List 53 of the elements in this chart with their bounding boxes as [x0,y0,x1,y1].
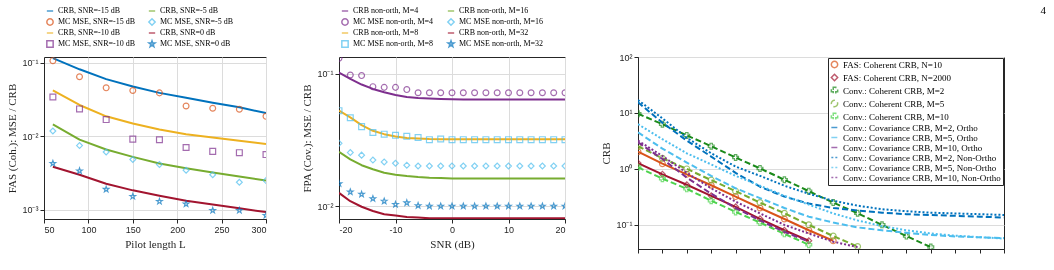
legend-label: MC MSE, SNR=-5 dB [160,17,233,26]
legend-label: MC MSE non-orth, M=8 [353,39,434,48]
legend-label: Conv.: Covariance CRB, M=5, Non-Ortho [843,162,997,173]
x-tick-label: 10 [503,224,515,235]
legend-label: MC MSE non-orth, M=4 [353,17,434,26]
legend-label: Conv.: Coherent CRB, M=2 [843,85,945,96]
x-tick-label: 100 [81,224,97,235]
x-tick-label: 0 [449,224,456,235]
legend-label: CRB non-orth, M=8 [353,28,419,37]
x-axis-title: SNR (dB) [430,237,475,251]
x-tick-label: 250 [214,224,230,235]
y-tick-label: 10⁰ [619,164,633,175]
legend-label: MC MSE, SNR=0 dB [160,39,231,48]
legend-label: CRB, SNR=-5 dB [160,6,219,15]
legend-label: MC MSE non-orth, M=16 [459,17,544,26]
legend-label: Conv.: Covariance CRB, M=10, Ortho [843,142,983,153]
x-tick-label: 200 [170,224,186,235]
legend-label: FAS: Coherent CRB, N=2000 [843,72,952,83]
legend-label: Conv.: Covariance CRB, M=10, Non-Ortho [843,172,1002,183]
legend-label: Conv.: Coherent CRB, M=5 [843,98,945,109]
legend-label: FAS: Coherent CRB, N=10 [843,59,943,70]
text: 4 [1040,4,1046,16]
y-tick-label: 10¹ [619,108,633,119]
legend-label: Conv.: Covariance CRB, M=2, Non-Ortho [843,152,997,163]
y-tick-label: 10⁻¹ [317,69,334,80]
legend-label: CRB non-orth, M=32 [459,28,529,37]
y-tick-label: 10⁻² [22,131,39,142]
y-tick-label: 10⁻¹ [616,220,633,231]
legend-label: Conv.: Coherent CRB, M=10 [843,111,950,122]
y-tick-label: 10⁻³ [22,205,39,216]
legend-label: CRB non-orth, M=4 [353,6,419,15]
x-tick-label: 150 [125,224,141,235]
x-tick-label: 50 [44,224,55,235]
legend-label: MC MSE, SNR=-10 dB [58,39,135,48]
x-tick-label: 300 [251,224,267,235]
y-axis-title: FAS (Coh.): MSE / CRB [6,83,20,194]
x-tick-label: -20 [339,224,353,235]
x-tick-label: -10 [389,224,403,235]
legend-label: MC MSE, SNR=-15 dB [58,17,135,26]
legend-label: CRB, SNR=-15 dB [58,6,121,15]
x-tick-label: 20 [555,224,566,235]
legend-label: CRB, SNR=-10 dB [58,28,121,37]
y-tick-label: 10⁻¹ [22,58,39,69]
y-axis-title: FPA (Cov.): MSE / CRB [301,84,315,193]
x-axis-title: Pilot length L [125,237,187,250]
legend-label: Conv.: Covariance CRB, M=2, Ortho [843,122,979,133]
y-axis-title: CRB [600,142,613,165]
legend-label: MC MSE non-orth, M=32 [459,39,544,48]
y-tick-label: 10⁻² [317,201,334,212]
legend-label: CRB, SNR=0 dB [160,28,216,37]
legend-label: CRB non-orth, M=16 [459,6,529,15]
legend-label: Conv.: Covariance CRB, M=5, Ortho [843,132,979,143]
y-tick-label: 10² [619,52,633,63]
